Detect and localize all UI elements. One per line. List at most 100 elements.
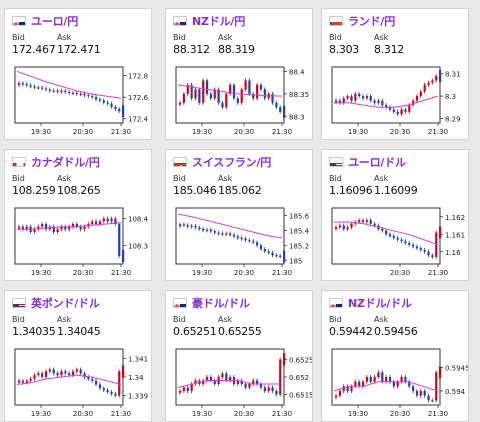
- candle: [37, 226, 40, 230]
- currency-pair-name[interactable]: 豪ドル/ドル: [192, 297, 250, 310]
- candle: [252, 380, 255, 384]
- price-chart: 185.6 185.4 185.2 185 19:30 20:30 21:30: [175, 207, 310, 277]
- card-header[interactable]: ユーロ/円: [12, 13, 78, 29]
- rate-card[interactable]: NZドル/円 Bid Ask 88.312 88.319 88.4 88.35 88.3 19:…: [165, 8, 313, 140]
- candle: [41, 373, 44, 377]
- rate-card[interactable]: カナダドル/円 Bid Ask 108.259 108.265 108.4 108.3 19:…: [4, 149, 152, 281]
- candle: [419, 248, 422, 250]
- candle: [412, 100, 415, 106]
- currency-pair-name[interactable]: スイスフラン/円: [192, 156, 272, 169]
- candle: [44, 371, 48, 377]
- y-tick-label: 88.4: [289, 68, 305, 76]
- candle: [225, 233, 228, 235]
- card-header[interactable]: スイスフラン/円: [173, 154, 271, 170]
- candle: [79, 93, 82, 96]
- card-header[interactable]: 英ポンド/ドル: [12, 295, 100, 311]
- last-price-marker: [122, 105, 125, 118]
- candle: [87, 377, 90, 379]
- candle: [194, 225, 197, 228]
- candle: [221, 373, 224, 377]
- candle: [198, 89, 201, 103]
- rate-card[interactable]: ランド/円 Bid Ask 8.303 8.312 8.31 8.3 8.29 19:30 20:…: [321, 8, 469, 140]
- rate-card[interactable]: スイスフラン/円 Bid Ask 185.046 185.062 185.6 185.4 18…: [165, 149, 313, 281]
- rate-card[interactable]: 英ポンド/ドル Bid Ask 1.34035 1.34045 1.341 1.34 1.33…: [4, 290, 152, 422]
- plot-frame: [331, 66, 441, 124]
- currency-pair-name[interactable]: ユーロ/円: [31, 15, 79, 28]
- rate-card[interactable]: NZドル/ドル Bid Ask 0.59442 0.59456 0.5945 0.594 19…: [321, 290, 469, 422]
- candle: [52, 90, 55, 92]
- candle: [263, 249, 266, 252]
- candle: [106, 218, 109, 222]
- candle: [335, 395, 338, 398]
- candle: [202, 380, 205, 384]
- candle: [388, 107, 392, 110]
- candle: [342, 386, 345, 391]
- candle: [18, 226, 21, 229]
- candle: [71, 224, 75, 227]
- ask-value: 1.16099: [374, 184, 418, 197]
- bid-label: Bid: [12, 315, 25, 324]
- card-header[interactable]: ユーロ/ドル: [329, 154, 406, 170]
- bid-label: Bid: [173, 315, 186, 324]
- rate-card[interactable]: ユーロ/ドル Bid Ask 1.16096 1.16099 1.162 1.161 1.16…: [321, 149, 469, 281]
- candle: [205, 229, 209, 231]
- candle: [114, 106, 117, 109]
- candle: [350, 96, 353, 101]
- candle: [25, 226, 28, 230]
- card-header[interactable]: ランド/円: [329, 13, 395, 29]
- ask-value: 0.59456: [374, 325, 418, 338]
- candle: [240, 89, 243, 103]
- currency-pair-name[interactable]: NZドル/円: [192, 15, 245, 28]
- y-tick-label: 8.3: [445, 93, 456, 101]
- candle: [182, 224, 186, 226]
- candle: [423, 84, 426, 92]
- ask-label: Ask: [218, 33, 233, 42]
- currency-pair-name[interactable]: ユーロ/ドル: [348, 156, 406, 169]
- flag-icon: [12, 16, 26, 26]
- moving-average-line: [16, 374, 122, 385]
- candle: [412, 244, 415, 247]
- y-tick-label: 0.6525: [289, 357, 313, 365]
- candle: [209, 229, 213, 232]
- currency-pair-name[interactable]: NZドル/ドル: [348, 297, 412, 310]
- candle: [83, 373, 86, 377]
- candle: [182, 387, 186, 391]
- y-tick-label: 0.6515: [289, 392, 313, 400]
- candle: [95, 380, 98, 385]
- currency-pair-name[interactable]: カナダドル/円: [31, 156, 100, 169]
- currency-pair-name[interactable]: 英ポンド/ドル: [31, 297, 100, 310]
- candle: [361, 381, 365, 387]
- candle: [217, 232, 220, 234]
- bid-label: Bid: [329, 315, 342, 324]
- candle: [279, 107, 282, 112]
- candle: [71, 92, 75, 95]
- y-tick-label: 108.4: [128, 216, 149, 224]
- candle: [385, 377, 388, 382]
- card-header[interactable]: カナダドル/円: [12, 154, 100, 170]
- candle: [186, 84, 189, 94]
- card-header[interactable]: NZドル/ドル: [329, 295, 412, 311]
- bid-value: 108.259: [12, 184, 56, 197]
- rate-card[interactable]: 豪ドル/ドル Bid Ask 0.65251 0.65255 0.6525 0.652 0.6…: [165, 290, 313, 422]
- ask-label: Ask: [374, 33, 389, 42]
- candle: [358, 381, 361, 387]
- plot-frame: [14, 66, 124, 124]
- candle: [221, 102, 224, 108]
- candle: [48, 369, 52, 372]
- flag-icon: [329, 16, 343, 26]
- y-tick-label: 1.339: [128, 393, 148, 401]
- ask-label: Ask: [57, 315, 72, 324]
- last-price-marker: [122, 250, 125, 262]
- currency-pair-name[interactable]: ランド/円: [348, 15, 396, 28]
- candle: [217, 89, 220, 103]
- bid-label: Bid: [329, 174, 342, 183]
- candle: [25, 84, 28, 86]
- candle: [29, 85, 32, 87]
- card-header[interactable]: NZドル/円: [173, 13, 245, 29]
- candle: [248, 80, 251, 94]
- y-tick-label: 8.31: [445, 71, 461, 79]
- candle: [377, 100, 380, 103]
- rate-card[interactable]: ユーロ/円 Bid Ask 172.467 172.471 172.8 172.6 172.4…: [4, 8, 152, 140]
- candle: [21, 83, 25, 85]
- card-header[interactable]: 豪ドル/ドル: [173, 295, 250, 311]
